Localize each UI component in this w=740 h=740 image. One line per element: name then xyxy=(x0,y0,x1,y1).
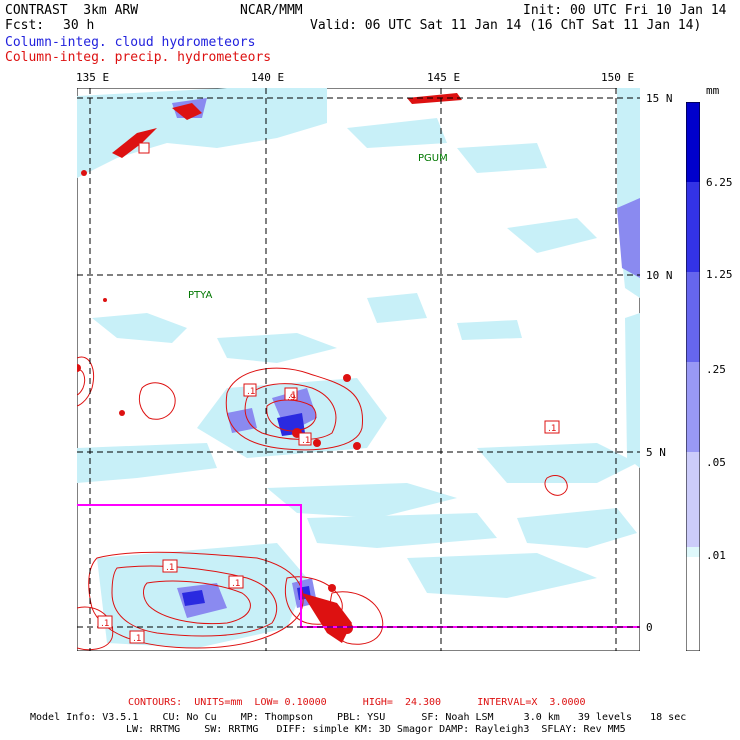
colorbar-label: 1.25 xyxy=(706,268,733,281)
colorbar-label: .01 xyxy=(706,549,726,562)
contour-label: .1 xyxy=(133,634,142,644)
station-pgum: PGUM xyxy=(418,153,448,164)
station-ptya: PTYA xyxy=(188,290,212,301)
contour-label: .1 xyxy=(166,563,175,573)
colorbar-unit: mm xyxy=(706,84,720,97)
field-precip-label: Column-integ. precip. hydrometeors xyxy=(5,50,272,65)
graticule xyxy=(77,88,640,651)
model-info-line1: Model Info: V3.5.1 CU: No Cu MP: Thompso… xyxy=(30,712,687,723)
lon-label-150: 150 E xyxy=(601,71,635,84)
contour-label: .1 xyxy=(247,387,256,397)
field-cloud-label: Column-integ. cloud hydrometeors xyxy=(5,35,256,50)
colorbar xyxy=(686,102,700,651)
colorbar-label: .25 xyxy=(706,363,726,376)
contour-label: .1 xyxy=(288,391,297,401)
fcst-value: 30 h xyxy=(63,18,95,33)
lat-label-15n: 15 N xyxy=(646,92,673,105)
contours-info: CONTOURS: UNITS=mm LOW= 0.10000 HIGH= 24… xyxy=(128,697,586,708)
lat-label-10n: 10 N xyxy=(646,269,673,282)
contour-label: .1 xyxy=(101,619,110,629)
lat-label-0: 0 xyxy=(646,621,653,634)
colorbar-label: .05 xyxy=(706,456,726,469)
contour-label: .1 xyxy=(302,436,311,446)
cloud-field-dense xyxy=(172,98,640,618)
lon-label-145: 145 E xyxy=(427,71,461,84)
contour-label: .1 xyxy=(548,424,557,434)
model-info-line2: LW: RRTMG SW: RRTMG DIFF: simple KM: 3D … xyxy=(126,724,626,735)
fcst-label: Fcst: xyxy=(5,18,45,33)
precip-cores xyxy=(77,93,462,643)
model-title: CONTRAST 3km ARW xyxy=(5,3,139,18)
map-panel: PGUM PTYA .1 .1 .1 .1 .1 .1 .1 .1 .9 xyxy=(77,88,640,651)
colorbar-label: 6.25 xyxy=(706,176,733,189)
contour-label: .1 xyxy=(232,579,241,589)
org-label: NCAR/MMM xyxy=(240,3,303,18)
lat-label-5n: 5 N xyxy=(646,446,666,459)
contour-label-09: .9 xyxy=(287,393,296,403)
init-time: Init: 00 UTC Fri 10 Jan 14 xyxy=(523,3,727,18)
lon-label-135: 135 E xyxy=(76,71,110,84)
valid-time: Valid: 06 UTC Sat 11 Jan 14 (16 ChT Sat … xyxy=(310,18,702,33)
lon-label-140: 140 E xyxy=(251,71,285,84)
